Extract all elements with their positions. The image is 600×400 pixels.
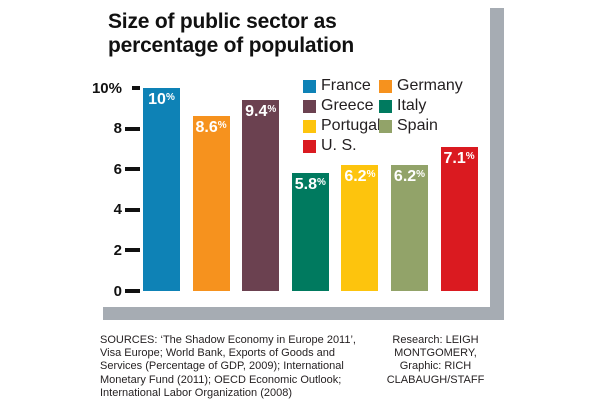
- bar-italy: 5.8%: [291, 173, 329, 291]
- chart-legend: France Germany Greece Italy Portugal Spain U. …: [303, 76, 499, 156]
- bar-us: 7.1%: [440, 146, 478, 291]
- bar-spain: 6.2%: [391, 165, 428, 291]
- legend-item-italy: Italy: [379, 98, 499, 114]
- sources-text: SOURCES: ‘The Shadow Economy in Europe 2…: [100, 334, 356, 399]
- bar-value-label: 6.2%: [344, 168, 376, 186]
- y-tick-mark: [125, 207, 140, 212]
- credits-text: Research: LEIGH MONTGOMERY, Graphic: RIC…: [386, 334, 485, 386]
- bar-portugal: 6.2%: [341, 165, 379, 291]
- chart-title: Size of public sector as percentage of p…: [108, 10, 354, 58]
- legend-label: Italy: [397, 97, 427, 114]
- legend-label: Portugal: [321, 117, 381, 134]
- legend-label: Spain: [397, 117, 438, 134]
- legend-item-spain: Spain: [379, 118, 499, 134]
- y-tick-label: 10%: [91, 79, 122, 97]
- y-tick-mark: [125, 167, 140, 172]
- legend-item-us: U. S.: [303, 138, 379, 154]
- bar-value-label: 8.6%: [195, 119, 227, 137]
- legend-item-greece: Greece: [303, 98, 379, 114]
- bar-greece: 9.4%: [242, 100, 280, 291]
- legend-label: Greece: [321, 97, 374, 114]
- y-tick-label: 2: [113, 241, 122, 259]
- legend-swatch: [303, 139, 316, 153]
- y-tick-label: 4: [113, 201, 122, 219]
- legend-label: France: [321, 77, 371, 94]
- legend-swatch: [379, 119, 392, 133]
- legend-item-germany: Germany: [379, 78, 499, 94]
- bar-value-label: 10%: [148, 91, 175, 108]
- bar-value-label: 5.8%: [294, 176, 326, 194]
- legend-label: U. S.: [321, 137, 357, 154]
- y-tick-mark: [125, 126, 140, 131]
- legend-swatch: [303, 99, 316, 113]
- legend-label: Germany: [397, 77, 463, 94]
- bar-value-label: 6.2%: [393, 168, 426, 186]
- legend-swatch: [379, 99, 392, 113]
- legend-item-france: France: [303, 78, 379, 94]
- bar-value-label: 7.1%: [443, 149, 475, 167]
- panel-shadow-right: [490, 8, 504, 320]
- chart-title-line2: percentage of population: [108, 34, 355, 57]
- bar-germany: 8.6%: [192, 116, 230, 291]
- y-tick-label: 8: [113, 120, 122, 138]
- y-tick-mark: [125, 248, 140, 253]
- legend-swatch: [303, 79, 316, 93]
- y-tick-label: 0: [113, 282, 122, 300]
- panel-shadow-bottom: [103, 307, 504, 320]
- y-tick-mark: [132, 86, 140, 90]
- bar-france: 10%: [143, 88, 180, 291]
- bar-value-label: 9.4%: [245, 103, 277, 121]
- chart-title-line1: Size of public sector as: [108, 10, 337, 33]
- y-tick-label: 6: [113, 160, 122, 178]
- legend-item-portugal: Portugal: [303, 117, 381, 134]
- legend-swatch: [379, 79, 392, 93]
- legend-swatch: [303, 119, 316, 133]
- y-tick-mark: [125, 289, 140, 293]
